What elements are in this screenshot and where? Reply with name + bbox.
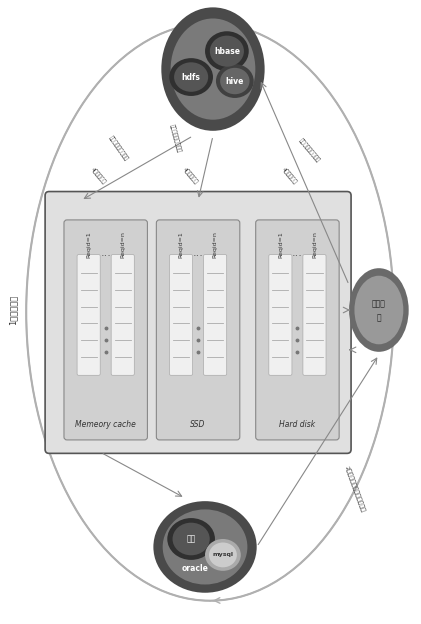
Ellipse shape xyxy=(349,268,409,352)
Text: Reqid=1: Reqid=1 xyxy=(86,231,91,258)
FancyBboxPatch shape xyxy=(170,255,192,375)
Text: mysql: mysql xyxy=(213,552,233,557)
Text: 缓存命中率提升，源: 缓存命中率提升，源 xyxy=(298,138,321,163)
Text: 获取相应请求的数据: 获取相应请求的数据 xyxy=(108,135,129,162)
Text: ...: ... xyxy=(292,248,303,258)
FancyBboxPatch shape xyxy=(204,255,226,375)
FancyBboxPatch shape xyxy=(45,192,351,454)
Text: 4，返回结果: 4，返回结果 xyxy=(181,167,199,185)
Text: Reqid=n: Reqid=n xyxy=(312,231,317,258)
FancyBboxPatch shape xyxy=(77,255,100,375)
Ellipse shape xyxy=(205,539,241,571)
Ellipse shape xyxy=(174,62,208,92)
Text: Reqid=n: Reqid=n xyxy=(213,231,218,258)
FancyBboxPatch shape xyxy=(156,220,240,440)
Ellipse shape xyxy=(161,7,265,131)
Text: 管理节: 管理节 xyxy=(372,300,386,308)
Ellipse shape xyxy=(205,31,249,71)
Text: ...: ... xyxy=(193,248,203,258)
FancyBboxPatch shape xyxy=(256,220,339,440)
Text: 文件: 文件 xyxy=(187,535,196,544)
FancyBboxPatch shape xyxy=(64,220,147,440)
Text: hbase: hbase xyxy=(214,47,240,56)
Ellipse shape xyxy=(169,58,213,96)
Ellipse shape xyxy=(171,19,256,120)
Ellipse shape xyxy=(220,68,250,94)
FancyBboxPatch shape xyxy=(111,255,134,375)
Text: hdfs: hdfs xyxy=(182,72,200,82)
Ellipse shape xyxy=(210,36,244,67)
Text: Reqid=1: Reqid=1 xyxy=(278,231,283,258)
Text: 4，返回结果: 4，返回结果 xyxy=(89,167,106,185)
Ellipse shape xyxy=(216,64,254,98)
Text: Memeory cache: Memeory cache xyxy=(75,421,136,429)
Text: Reqid=n: Reqid=n xyxy=(120,231,125,258)
Text: 点: 点 xyxy=(376,313,381,323)
Ellipse shape xyxy=(209,542,237,567)
FancyBboxPatch shape xyxy=(303,255,326,375)
Text: hive: hive xyxy=(226,77,244,85)
FancyBboxPatch shape xyxy=(269,255,292,375)
Text: ...: ... xyxy=(100,248,111,258)
Ellipse shape xyxy=(354,276,403,344)
Ellipse shape xyxy=(173,523,210,555)
Text: 1、发送请求: 1、发送请求 xyxy=(9,295,18,325)
Text: oracle: oracle xyxy=(182,564,208,573)
Text: 获取相应请求的数据: 获取相应请求的数据 xyxy=(169,124,182,154)
Text: Hard disk: Hard disk xyxy=(280,421,315,429)
Ellipse shape xyxy=(163,509,248,585)
Text: Reqid=1: Reqid=1 xyxy=(179,231,184,258)
Text: SSD: SSD xyxy=(190,421,206,429)
Text: 4，返回结果: 4，返回结果 xyxy=(281,167,298,185)
Ellipse shape xyxy=(153,501,257,593)
Text: 2、根据请求，申请资源队列: 2、根据请求，申请资源队列 xyxy=(343,466,365,513)
Ellipse shape xyxy=(167,518,215,560)
